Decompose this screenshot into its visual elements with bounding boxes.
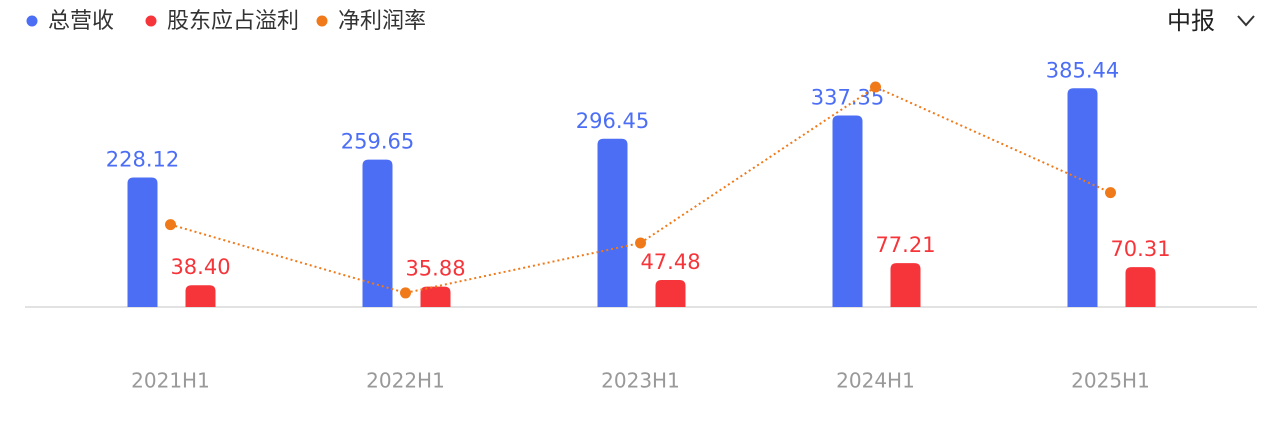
legend-dot[interactable]: [26, 15, 38, 27]
bar: [1125, 267, 1156, 307]
line-point: [165, 219, 176, 231]
line-point: [870, 81, 881, 93]
line-point: [400, 287, 411, 299]
bar: [1067, 88, 1098, 307]
legend-label[interactable]: 股东应占溢利: [167, 9, 299, 34]
period-label[interactable]: 中报: [1167, 7, 1215, 35]
legend-dot[interactable]: [316, 15, 328, 27]
value-label: 77.21: [875, 233, 935, 257]
value-label: 259.65: [341, 130, 414, 154]
chevron[interactable]: [1237, 15, 1255, 27]
value-label: 296.45: [576, 109, 649, 133]
line-point: [635, 237, 646, 249]
legend-label[interactable]: 总营收: [48, 9, 114, 34]
legend-dot[interactable]: [145, 15, 157, 27]
x-tick-label: 2022H1: [366, 369, 445, 393]
x-tick-label: 2025H1: [1071, 369, 1150, 393]
bar: [362, 159, 393, 307]
bar: [890, 263, 921, 307]
x-tick-label: 2021H1: [131, 369, 210, 393]
value-label: 35.88: [405, 257, 465, 281]
value-label: 385.44: [1046, 58, 1119, 82]
value-label: 70.31: [1110, 237, 1170, 261]
line-point: [1105, 187, 1116, 199]
period-selector[interactable]: 中报: [1167, 7, 1255, 35]
legend-label[interactable]: 净利润率: [338, 9, 426, 34]
bar: [420, 286, 451, 307]
bar: [185, 285, 216, 307]
bar: [655, 280, 686, 307]
value-label: 38.40: [170, 255, 230, 279]
bar: [597, 138, 628, 307]
bar: [127, 177, 158, 307]
x-tick-label: 2023H1: [601, 369, 680, 393]
value-label: 228.12: [106, 148, 179, 172]
bar: [832, 115, 863, 307]
x-tick-label: 2024H1: [836, 369, 915, 393]
value-label: 47.48: [640, 250, 700, 274]
